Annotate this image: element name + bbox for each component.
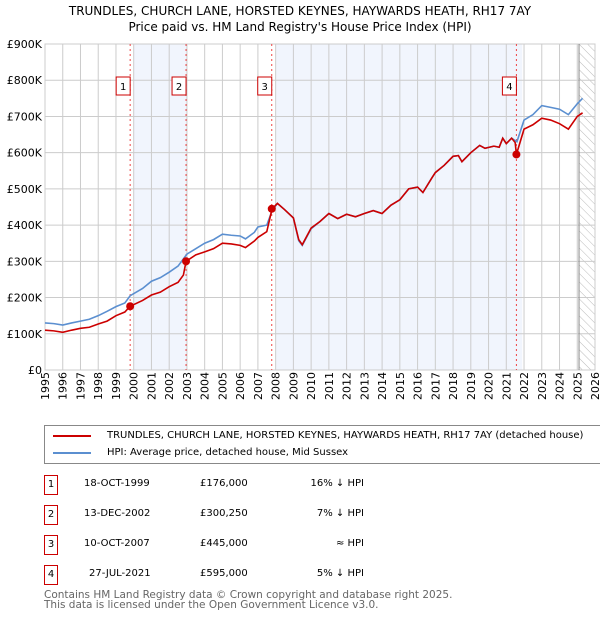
sale-hpi-relation: 16% ↓ HPI xyxy=(310,478,364,489)
x-tick-label: 2015 xyxy=(394,372,407,400)
sale-label-box xyxy=(115,76,131,96)
sale-hpi-relation: 7% ↓ HPI xyxy=(316,508,364,519)
x-tick-label: 1996 xyxy=(57,372,70,400)
sale-date: 13-DEC-2002 xyxy=(84,508,151,519)
x-tick-label: 2009 xyxy=(287,372,300,400)
price-chart: 1995 1996 1997 1998 1999 2000 2001 2002 2003 2004… xyxy=(7,38,600,400)
sale-label-number: 2 xyxy=(176,82,182,93)
sale-date: 10-OCT-2007 xyxy=(84,538,150,549)
property-series-line xyxy=(44,112,584,334)
sale-price: £300,250 xyxy=(200,508,248,519)
y-tick-label: £900K xyxy=(7,38,43,51)
x-tick-label: 2018 xyxy=(447,372,460,400)
table-row: 1 18-OCT-1999 £176,000 16% ↓ HPI xyxy=(44,475,444,495)
x-tick-label: 2022 xyxy=(518,372,531,400)
sale-hpi-relation: 5% ↓ HPI xyxy=(316,568,364,579)
forecast-hatch xyxy=(579,44,595,370)
sale-label-box xyxy=(257,76,273,96)
x-tick-label: 1999 xyxy=(110,372,123,400)
sale-price: £445,000 xyxy=(200,538,248,549)
shaded-period xyxy=(275,44,523,370)
chart-subtitle: Price paid vs. HM Land Registry's House … xyxy=(128,20,472,34)
legend-blue-line xyxy=(53,451,91,454)
x-tick-label: 2026 xyxy=(589,372,600,400)
sale-point xyxy=(182,257,191,266)
x-tick-label: 1995 xyxy=(39,372,52,400)
table-row: 3 10-OCT-2007 £445,000 ≈ HPI xyxy=(44,535,444,555)
sale-point xyxy=(512,150,521,159)
sale-hpi-relation: ≈ HPI xyxy=(335,538,364,549)
x-tick-label: 2010 xyxy=(305,372,318,400)
table-row: 4 27-JUL-2021 £595,000 5% ↓ HPI xyxy=(44,565,444,585)
y-tick-label: £0 xyxy=(28,364,42,377)
shaded-period xyxy=(133,44,187,370)
y-tick-label: £500K xyxy=(7,183,43,196)
x-tick-label: 2011 xyxy=(323,372,336,400)
legend-label-property: TRUNDLES, CHURCH LANE, HORSTED KEYNES, H… xyxy=(107,430,584,441)
y-tick-label: £100K xyxy=(7,328,43,341)
chart-title: TRUNDLES, CHURCH LANE, HORSTED KEYNES, H… xyxy=(68,4,532,18)
x-tick-label: 2007 xyxy=(252,372,265,400)
x-tick-label: 2021 xyxy=(500,372,513,400)
footer-copyright: Contains HM Land Registry data © Crown c… xyxy=(44,589,453,601)
x-tick-label: 2016 xyxy=(412,372,425,400)
x-tick-label: 2017 xyxy=(429,372,442,400)
x-tick-label: 2000 xyxy=(128,372,141,400)
sale-point xyxy=(126,302,135,311)
x-tick-label: 2023 xyxy=(536,372,549,400)
x-tick-label: 2014 xyxy=(376,372,389,400)
sale-number: 1 xyxy=(44,475,58,495)
x-tick-label: 2024 xyxy=(554,372,567,400)
y-tick-label: £400K xyxy=(7,219,43,232)
footer: Contains HM Land Registry data © Crown c… xyxy=(44,589,453,611)
sale-price: £176,000 xyxy=(200,478,248,489)
x-tick-label: 2012 xyxy=(341,372,354,400)
y-tick-label: £300K xyxy=(7,255,43,268)
legend-red-line xyxy=(53,434,91,437)
x-tick-label: 2019 xyxy=(465,372,478,400)
plot-border xyxy=(44,43,596,371)
sale-label-box xyxy=(171,76,187,96)
x-tick-label: 2005 xyxy=(216,372,229,400)
x-tick-label: 1998 xyxy=(92,372,105,400)
y-tick-label: £200K xyxy=(7,292,43,305)
x-tick-label: 2020 xyxy=(483,372,496,400)
x-tick-label: 2006 xyxy=(234,372,247,400)
sale-label-number: 4 xyxy=(506,82,512,93)
x-tick-label: 1997 xyxy=(74,372,87,400)
x-tick-label: 2008 xyxy=(270,372,283,400)
legend: TRUNDLES, CHURCH LANE, HORSTED KEYNES, H… xyxy=(44,425,600,464)
sale-number: 4 xyxy=(44,565,58,585)
y-tick-label: £600K xyxy=(7,147,43,160)
sale-date: 27-JUL-2021 xyxy=(89,568,151,579)
sale-number: 3 xyxy=(44,535,58,555)
footer-licence: This data is licensed under the Open Gov… xyxy=(44,599,379,611)
x-tick-label: 2002 xyxy=(163,372,176,400)
sale-label-box xyxy=(501,76,517,96)
sale-point xyxy=(267,204,276,213)
x-tick-label: 2025 xyxy=(571,372,584,400)
y-tick-label: £700K xyxy=(7,110,43,123)
y-tick-label: £800K xyxy=(7,74,43,87)
sale-label-number: 3 xyxy=(262,82,268,93)
sale-number: 2 xyxy=(44,505,58,525)
sale-price: £595,000 xyxy=(200,568,248,579)
table-row: 2 13-DEC-2002 £300,250 7% ↓ HPI xyxy=(44,505,444,525)
x-tick-label: 2013 xyxy=(358,372,371,400)
legend-label-hpi: HPI: Average price, detached house, Mid … xyxy=(107,447,349,458)
sale-label-number: 1 xyxy=(120,82,126,93)
x-tick-label: 2003 xyxy=(181,372,194,400)
sale-date: 18-OCT-1999 xyxy=(84,478,150,489)
x-tick-label: 2004 xyxy=(199,372,212,400)
x-tick-label: 2001 xyxy=(145,372,158,400)
